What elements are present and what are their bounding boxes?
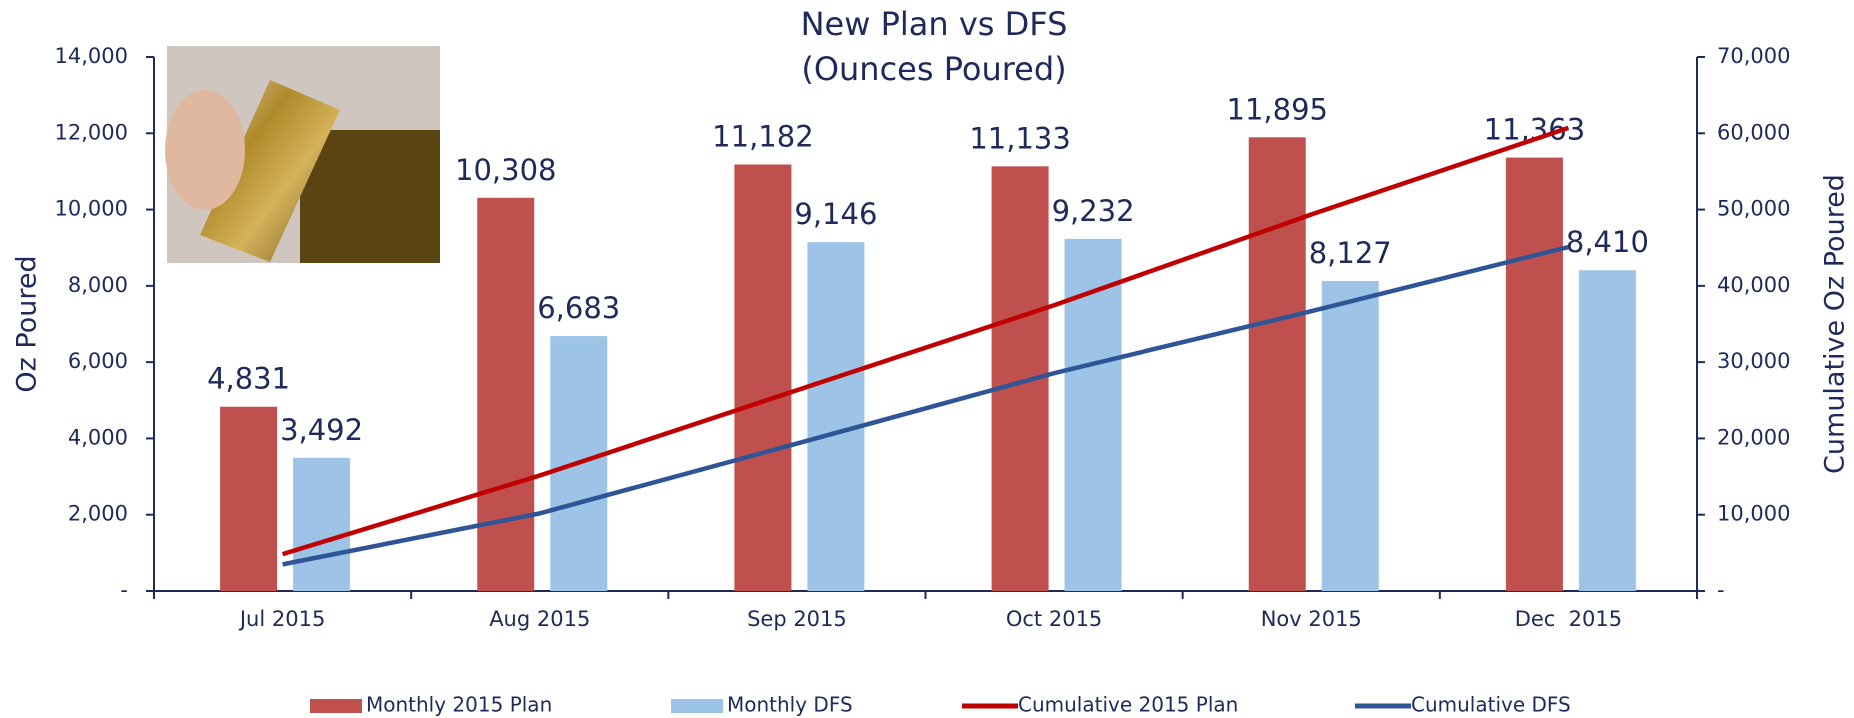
photo <box>165 46 440 263</box>
legend-label: Cumulative 2015 Plan <box>1018 693 1238 717</box>
value-label: 9,146 <box>794 197 877 231</box>
chart-subtitle: (Ounces Poured) <box>801 50 1066 88</box>
y-tick-label: 4,000 <box>68 425 128 449</box>
bar <box>477 197 535 591</box>
value-label: 3,492 <box>280 413 363 447</box>
value-label: 8,410 <box>1566 225 1649 259</box>
y2-axis-title: Cumulative Oz Poured <box>1820 174 1851 474</box>
y2-tick-label: 10,000 <box>1717 502 1790 526</box>
value-label: 8,127 <box>1309 236 1392 270</box>
y-tick-label: 6,000 <box>68 349 128 373</box>
y-tick-label: 12,000 <box>55 120 128 144</box>
y2-tick-label: 30,000 <box>1717 349 1790 373</box>
x-tick-label: Oct 2015 <box>1006 607 1102 631</box>
y2-tick-label: 70,000 <box>1717 44 1790 68</box>
y2-tick-label: 40,000 <box>1717 273 1790 297</box>
legend-label: Monthly DFS <box>727 693 853 717</box>
y2-tick-label: 50,000 <box>1717 197 1790 221</box>
x-tick-label: Sep 2015 <box>747 607 847 631</box>
bar <box>293 457 351 591</box>
line <box>282 244 1569 567</box>
bar <box>807 242 865 591</box>
y-tick-label: 8,000 <box>68 273 128 297</box>
bar <box>1505 157 1563 592</box>
y2-tick-label: 60,000 <box>1717 120 1790 144</box>
legend-swatch <box>310 699 362 713</box>
x-tick-label: Nov 2015 <box>1261 607 1362 631</box>
value-label: 9,232 <box>1052 194 1135 228</box>
y-tick-label: 14,000 <box>55 44 128 68</box>
bar <box>734 164 792 591</box>
x-tick-label: Jul 2015 <box>238 607 325 631</box>
y-tick-label: 2,000 <box>68 502 128 526</box>
value-label: 10,308 <box>455 153 556 187</box>
y-tick-label: - <box>120 578 128 602</box>
line <box>281 125 1570 557</box>
bar <box>220 406 278 591</box>
y2-tick-label: - <box>1717 578 1725 602</box>
y-tick-label: 10,000 <box>55 197 128 221</box>
value-label: 4,831 <box>207 362 290 396</box>
value-label: 11,133 <box>969 121 1070 155</box>
bar <box>1578 270 1636 591</box>
value-label: 11,182 <box>712 119 813 153</box>
bar <box>1248 137 1306 591</box>
y2-tick-label: 20,000 <box>1717 425 1790 449</box>
chart-title: New Plan vs DFS <box>801 5 1068 43</box>
bar <box>1321 281 1379 591</box>
legend-label: Monthly 2015 Plan <box>366 693 552 717</box>
value-label: 6,683 <box>537 291 620 325</box>
value-label: 11,895 <box>1227 92 1328 126</box>
x-tick-label: Aug 2015 <box>489 607 590 631</box>
legend-swatch <box>671 699 723 713</box>
legend-label: Cumulative DFS <box>1411 693 1571 717</box>
y-axis-title: Oz Poured <box>12 255 43 392</box>
x-tick-label: Dec 2015 <box>1515 607 1622 631</box>
